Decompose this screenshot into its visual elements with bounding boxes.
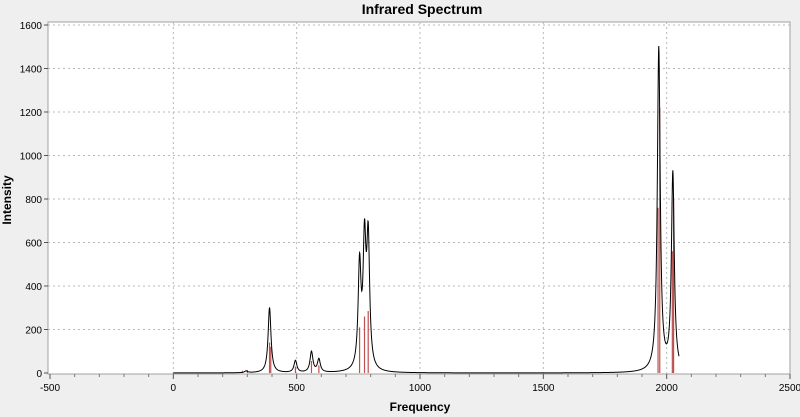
grid-lines <box>48 22 790 374</box>
y-tick-label: 400 <box>25 282 42 293</box>
plot-area <box>47 21 791 375</box>
y-tick-label: 200 <box>25 326 42 337</box>
x-tick-label: -500 <box>40 383 60 394</box>
y-tick-label: 1400 <box>20 65 43 76</box>
x-axis-label: Frequency <box>390 400 451 414</box>
chart-title: Infrared Spectrum <box>362 1 483 17</box>
x-tick-label: 500 <box>288 383 305 394</box>
y-axis-label: Intensity <box>0 175 14 225</box>
y-axis: 0 200 400 600 800 1000 1200 1400 1600 <box>20 21 48 380</box>
y-tick-label: 1600 <box>20 21 43 32</box>
y-tick-label: 600 <box>25 239 42 250</box>
x-tick-label: 2000 <box>656 383 679 394</box>
x-tick-label: 0 <box>171 383 177 394</box>
y-tick-label: 0 <box>36 369 42 380</box>
x-tick-label: 1000 <box>409 383 432 394</box>
x-axis: -500 0 500 1000 1500 2000 2500 <box>40 374 800 394</box>
x-tick-label: 1500 <box>532 383 555 394</box>
spectrum-curve <box>173 45 680 374</box>
y-tick-label: 1000 <box>20 152 43 163</box>
x-tick-label: 2500 <box>779 383 800 394</box>
y-tick-label: 1200 <box>20 108 43 119</box>
y-tick-label: 800 <box>25 195 42 206</box>
